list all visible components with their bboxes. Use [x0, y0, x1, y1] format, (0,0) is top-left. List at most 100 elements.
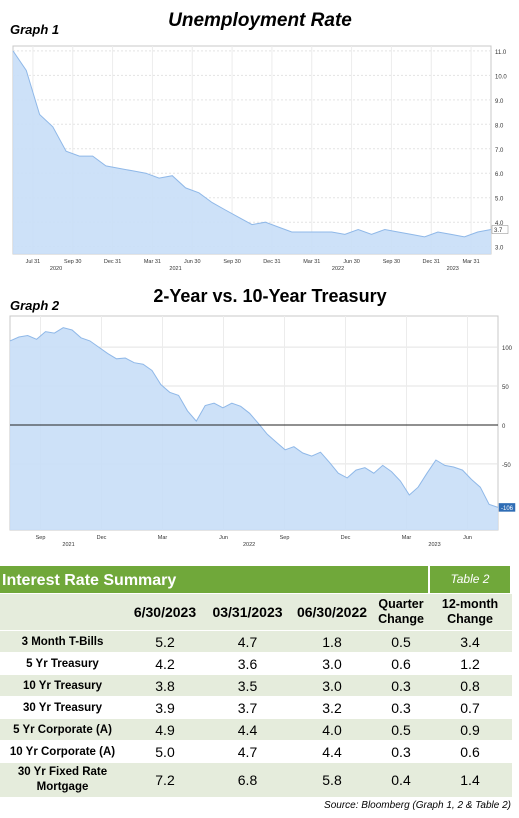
table-cell: 1.2 [428, 652, 512, 675]
year-label: 2021 [169, 266, 181, 272]
table-cell: 4.4 [290, 740, 374, 763]
last-value-label: 3.7 [494, 228, 503, 234]
y-tick-label: 5.0 [495, 197, 504, 203]
row-label: 30 Yr Fixed Rate Mortgage [0, 762, 125, 798]
column-header [0, 594, 125, 631]
interest-rate-table: 6/30/2023 03/31/2023 06/30/2022 Quarter … [0, 594, 512, 798]
treasury-spread-chart: -50 0 50 100 Sep Dec Mar Jun Sep Dec Mar Jun 2021 202… [9, 315, 516, 548]
x-tick-label: Sep [280, 535, 290, 541]
x-tick-label: Sep 30 [64, 259, 81, 265]
year-label: 2020 [50, 266, 62, 272]
x-tick-label: Sep [36, 535, 46, 541]
table-cell: 0.4 [374, 762, 428, 798]
table-row: 3 Month T-Bills 5.2 4.7 1.8 0.5 3.4 [0, 630, 512, 653]
year-label: 2021 [62, 542, 74, 548]
table-cell: 7.2 [125, 762, 205, 798]
y-tick-label: 50 [502, 385, 509, 391]
row-label: 5 Yr Corporate (A) [0, 718, 125, 741]
table-cell: 0.6 [428, 740, 512, 763]
table-cell: 0.7 [428, 696, 512, 719]
x-tick-label: Jun [463, 535, 472, 541]
unemployment-chart: 3.0 4.0 5.0 6.0 7.0 8.0 9.0 10.0 11.0 Jul 31 Sep 3… [12, 45, 509, 272]
table-cell: 1.8 [290, 630, 374, 653]
table-header-row: 6/30/2023 03/31/2023 06/30/2022 Quarter … [0, 594, 512, 631]
table-row: 5 Yr Treasury 4.2 3.6 3.0 0.6 1.2 [0, 652, 512, 675]
x-tick-label: Dec 31 [423, 259, 440, 265]
table-cell: 3.6 [205, 652, 290, 675]
x-tick-label: Mar [158, 535, 168, 541]
graph2-label: Graph 2 [10, 298, 60, 313]
column-header: 6/30/2023 [125, 594, 205, 631]
y-tick-label: 7.0 [495, 148, 504, 154]
x-tick-label: Mar 31 [144, 259, 161, 265]
table-cell: 4.7 [205, 630, 290, 653]
table-row: 30 Yr Fixed Rate Mortgage 7.2 6.8 5.8 0.… [0, 762, 512, 798]
table-cell: 1.4 [428, 762, 512, 798]
x-tick-label: Sep 30 [223, 259, 240, 265]
y-tick-label: 3.0 [495, 246, 504, 252]
row-label: 5 Yr Treasury [0, 652, 125, 675]
column-header: 03/31/2023 [205, 594, 290, 631]
table-cell: 0.3 [374, 674, 428, 697]
row-label: 3 Month T-Bills [0, 630, 125, 653]
row-label: 30 Yr Treasury [0, 696, 125, 719]
y-tick-label: 10.0 [495, 74, 507, 80]
table-cell: 4.2 [125, 652, 205, 675]
data-area [13, 50, 491, 255]
y-tick-label: -50 [502, 463, 511, 469]
column-header: 06/30/2022 [290, 594, 374, 631]
table-title: Interest Rate Summary [0, 566, 428, 593]
table-cell: 5.2 [125, 630, 205, 653]
data-line [12, 50, 492, 238]
x-tick-label: Dec [97, 535, 107, 541]
table-cell: 0.8 [428, 674, 512, 697]
row-label: 10 Yr Corporate (A) [0, 740, 125, 763]
x-tick-label: Mar [402, 535, 412, 541]
table-row: 10 Yr Corporate (A) 5.0 4.7 4.4 0.3 0.6 [0, 740, 512, 763]
y-tick-label: 8.0 [495, 123, 504, 129]
year-label: 2022 [332, 266, 344, 272]
last-value-tag [498, 503, 516, 512]
x-tick-label: Sep 30 [383, 259, 400, 265]
y-tick-label: 0 [502, 424, 506, 430]
y-tick-label: 4.0 [495, 221, 504, 227]
table-cell: 3.5 [205, 674, 290, 697]
table-cell: 0.3 [374, 740, 428, 763]
table-row: 30 Yr Treasury 3.9 3.7 3.2 0.3 0.7 [0, 696, 512, 719]
table-cell: 3.4 [428, 630, 512, 653]
graph2-title: 2-Year vs. 10-Year Treasury [153, 286, 387, 306]
table-header-bar: Interest Rate Summary Table 2 [0, 566, 510, 593]
x-tick-label: Dec 31 [104, 259, 121, 265]
table-cell: 5.8 [290, 762, 374, 798]
last-value-tag [491, 225, 509, 234]
year-label: 2022 [243, 542, 255, 548]
table-row: 10 Yr Treasury 3.8 3.5 3.0 0.3 0.8 [0, 674, 512, 697]
table-cell: 3.2 [290, 696, 374, 719]
data-line [9, 327, 499, 508]
x-tick-label: Jun [219, 535, 228, 541]
table-cell: 3.0 [290, 652, 374, 675]
x-tick-label: Mar 31 [303, 259, 320, 265]
table-cell: 0.3 [374, 696, 428, 719]
table-cell: 4.9 [125, 718, 205, 741]
table-cell: 5.0 [125, 740, 205, 763]
source-note: Source: Bloomberg (Graph 1, 2 & Table 2) [324, 800, 511, 811]
x-tick-label: Jun 30 [184, 259, 201, 265]
column-header: 12-month Change [428, 594, 512, 631]
table-cell: 3.7 [205, 696, 290, 719]
x-tick-label: Jun 30 [343, 259, 360, 265]
x-tick-label: Dec 31 [263, 259, 280, 265]
table-cell: 3.9 [125, 696, 205, 719]
y-tick-label: 9.0 [495, 99, 504, 105]
table-cell: 0.6 [374, 652, 428, 675]
table-cell: 3.8 [125, 674, 205, 697]
table-cell: 0.9 [428, 718, 512, 741]
last-value-label: -106 [501, 506, 514, 512]
data-area [10, 327, 498, 530]
table-tag: Table 2 [430, 566, 510, 593]
table-cell: 0.5 [374, 630, 428, 653]
y-tick-label: 6.0 [495, 172, 504, 178]
y-tick-label: 11.0 [495, 50, 507, 56]
table-cell: 3.0 [290, 674, 374, 697]
table-cell: 4.4 [205, 718, 290, 741]
